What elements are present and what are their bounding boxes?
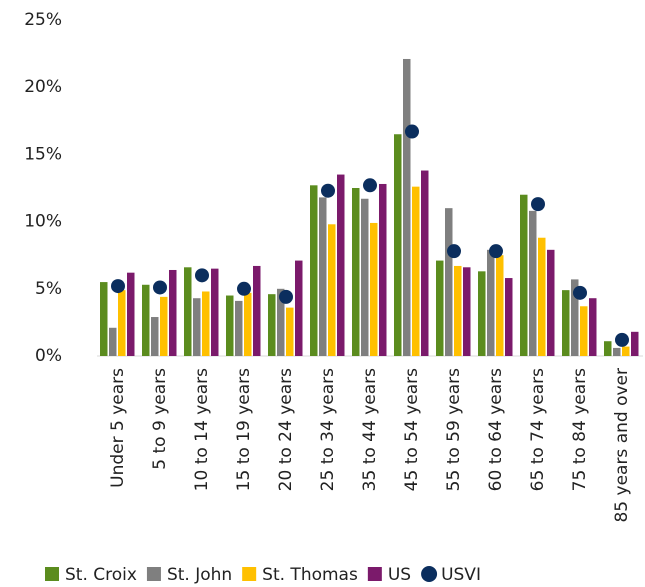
marker — [153, 280, 167, 295]
bar — [193, 298, 201, 356]
legend-swatch — [367, 567, 382, 581]
bar — [352, 188, 360, 356]
y-tick-label: 25% — [24, 10, 62, 30]
bar — [235, 300, 243, 356]
bar — [202, 291, 210, 356]
legend-label: St. John — [167, 565, 232, 585]
bar — [505, 278, 513, 356]
y-tick-label: 10% — [24, 212, 62, 232]
bar — [211, 268, 219, 356]
bar — [295, 260, 303, 356]
bar — [337, 174, 345, 356]
bar — [562, 290, 570, 356]
bar — [184, 267, 192, 356]
marker — [111, 279, 125, 294]
bar — [310, 185, 318, 356]
legend-label: US — [388, 565, 411, 585]
x-tick-label: 75 to 84 years — [570, 368, 590, 491]
bar — [253, 265, 261, 356]
bar — [109, 327, 117, 356]
bar — [244, 292, 252, 356]
bar — [580, 306, 588, 356]
marker — [489, 244, 503, 259]
marker — [195, 268, 209, 283]
bar — [496, 255, 504, 356]
bar — [421, 170, 429, 356]
bar — [142, 284, 150, 356]
y-tick-label: 0% — [35, 346, 62, 366]
bar — [403, 58, 411, 356]
bar — [520, 194, 528, 356]
y-tick-label: 15% — [24, 144, 62, 164]
marker — [405, 124, 419, 139]
bar — [463, 267, 471, 356]
bar — [370, 222, 378, 356]
bar — [268, 294, 276, 356]
bar — [160, 296, 168, 356]
marker — [237, 281, 251, 296]
y-tick-label: 20% — [24, 77, 62, 97]
bar — [454, 265, 462, 356]
bar — [100, 282, 108, 356]
y-tick-label: 5% — [35, 279, 62, 299]
x-tick-label: 65 to 74 years — [528, 368, 548, 491]
bar — [118, 290, 126, 356]
bar — [487, 249, 495, 356]
x-tick-label: Under 5 years — [108, 368, 128, 488]
bar — [286, 307, 294, 356]
x-tick-label: 15 to 19 years — [234, 368, 254, 491]
bar — [412, 186, 420, 356]
legend-swatch — [421, 566, 438, 582]
marker — [447, 244, 461, 259]
bar — [319, 197, 327, 356]
marker — [321, 183, 335, 198]
legend-swatch — [45, 567, 59, 581]
bar — [127, 272, 135, 356]
x-tick-label: 85 years and over — [612, 368, 632, 523]
x-tick-label: 5 to 9 years — [150, 368, 170, 470]
bar — [613, 347, 621, 356]
marker — [615, 332, 629, 347]
marker — [279, 289, 293, 304]
bar — [436, 260, 444, 356]
bar — [361, 198, 369, 356]
legend-label: St. Croix — [65, 565, 137, 585]
marker — [573, 285, 587, 300]
bar — [151, 317, 159, 356]
x-tick-label: 55 to 59 years — [444, 368, 464, 491]
bar — [379, 183, 387, 356]
bar — [538, 237, 546, 356]
marker — [531, 197, 545, 212]
bar — [571, 279, 579, 356]
bar — [547, 249, 555, 356]
x-tick-label: 60 to 64 years — [486, 368, 506, 491]
marker — [363, 178, 377, 193]
x-tick-label: 10 to 14 years — [192, 368, 212, 491]
bar — [478, 271, 486, 356]
legend-swatch — [242, 567, 257, 581]
bar — [589, 298, 597, 356]
bar — [394, 134, 402, 356]
bar — [631, 331, 639, 356]
legend-label: USVI — [441, 565, 481, 585]
bar — [226, 295, 234, 356]
x-tick-label: 45 to 54 years — [402, 368, 422, 491]
legend-swatch — [146, 567, 161, 581]
bar — [445, 208, 453, 356]
bar — [328, 224, 336, 356]
x-tick-label: 25 to 34 years — [318, 368, 338, 491]
bar — [604, 341, 612, 356]
x-tick-label: 35 to 44 years — [360, 368, 380, 491]
bar — [277, 288, 285, 356]
legend-label: St. Thomas — [262, 565, 358, 585]
bar — [529, 210, 537, 356]
x-tick-label: 20 to 24 years — [276, 368, 296, 491]
bar — [622, 346, 630, 356]
bar — [169, 269, 177, 356]
